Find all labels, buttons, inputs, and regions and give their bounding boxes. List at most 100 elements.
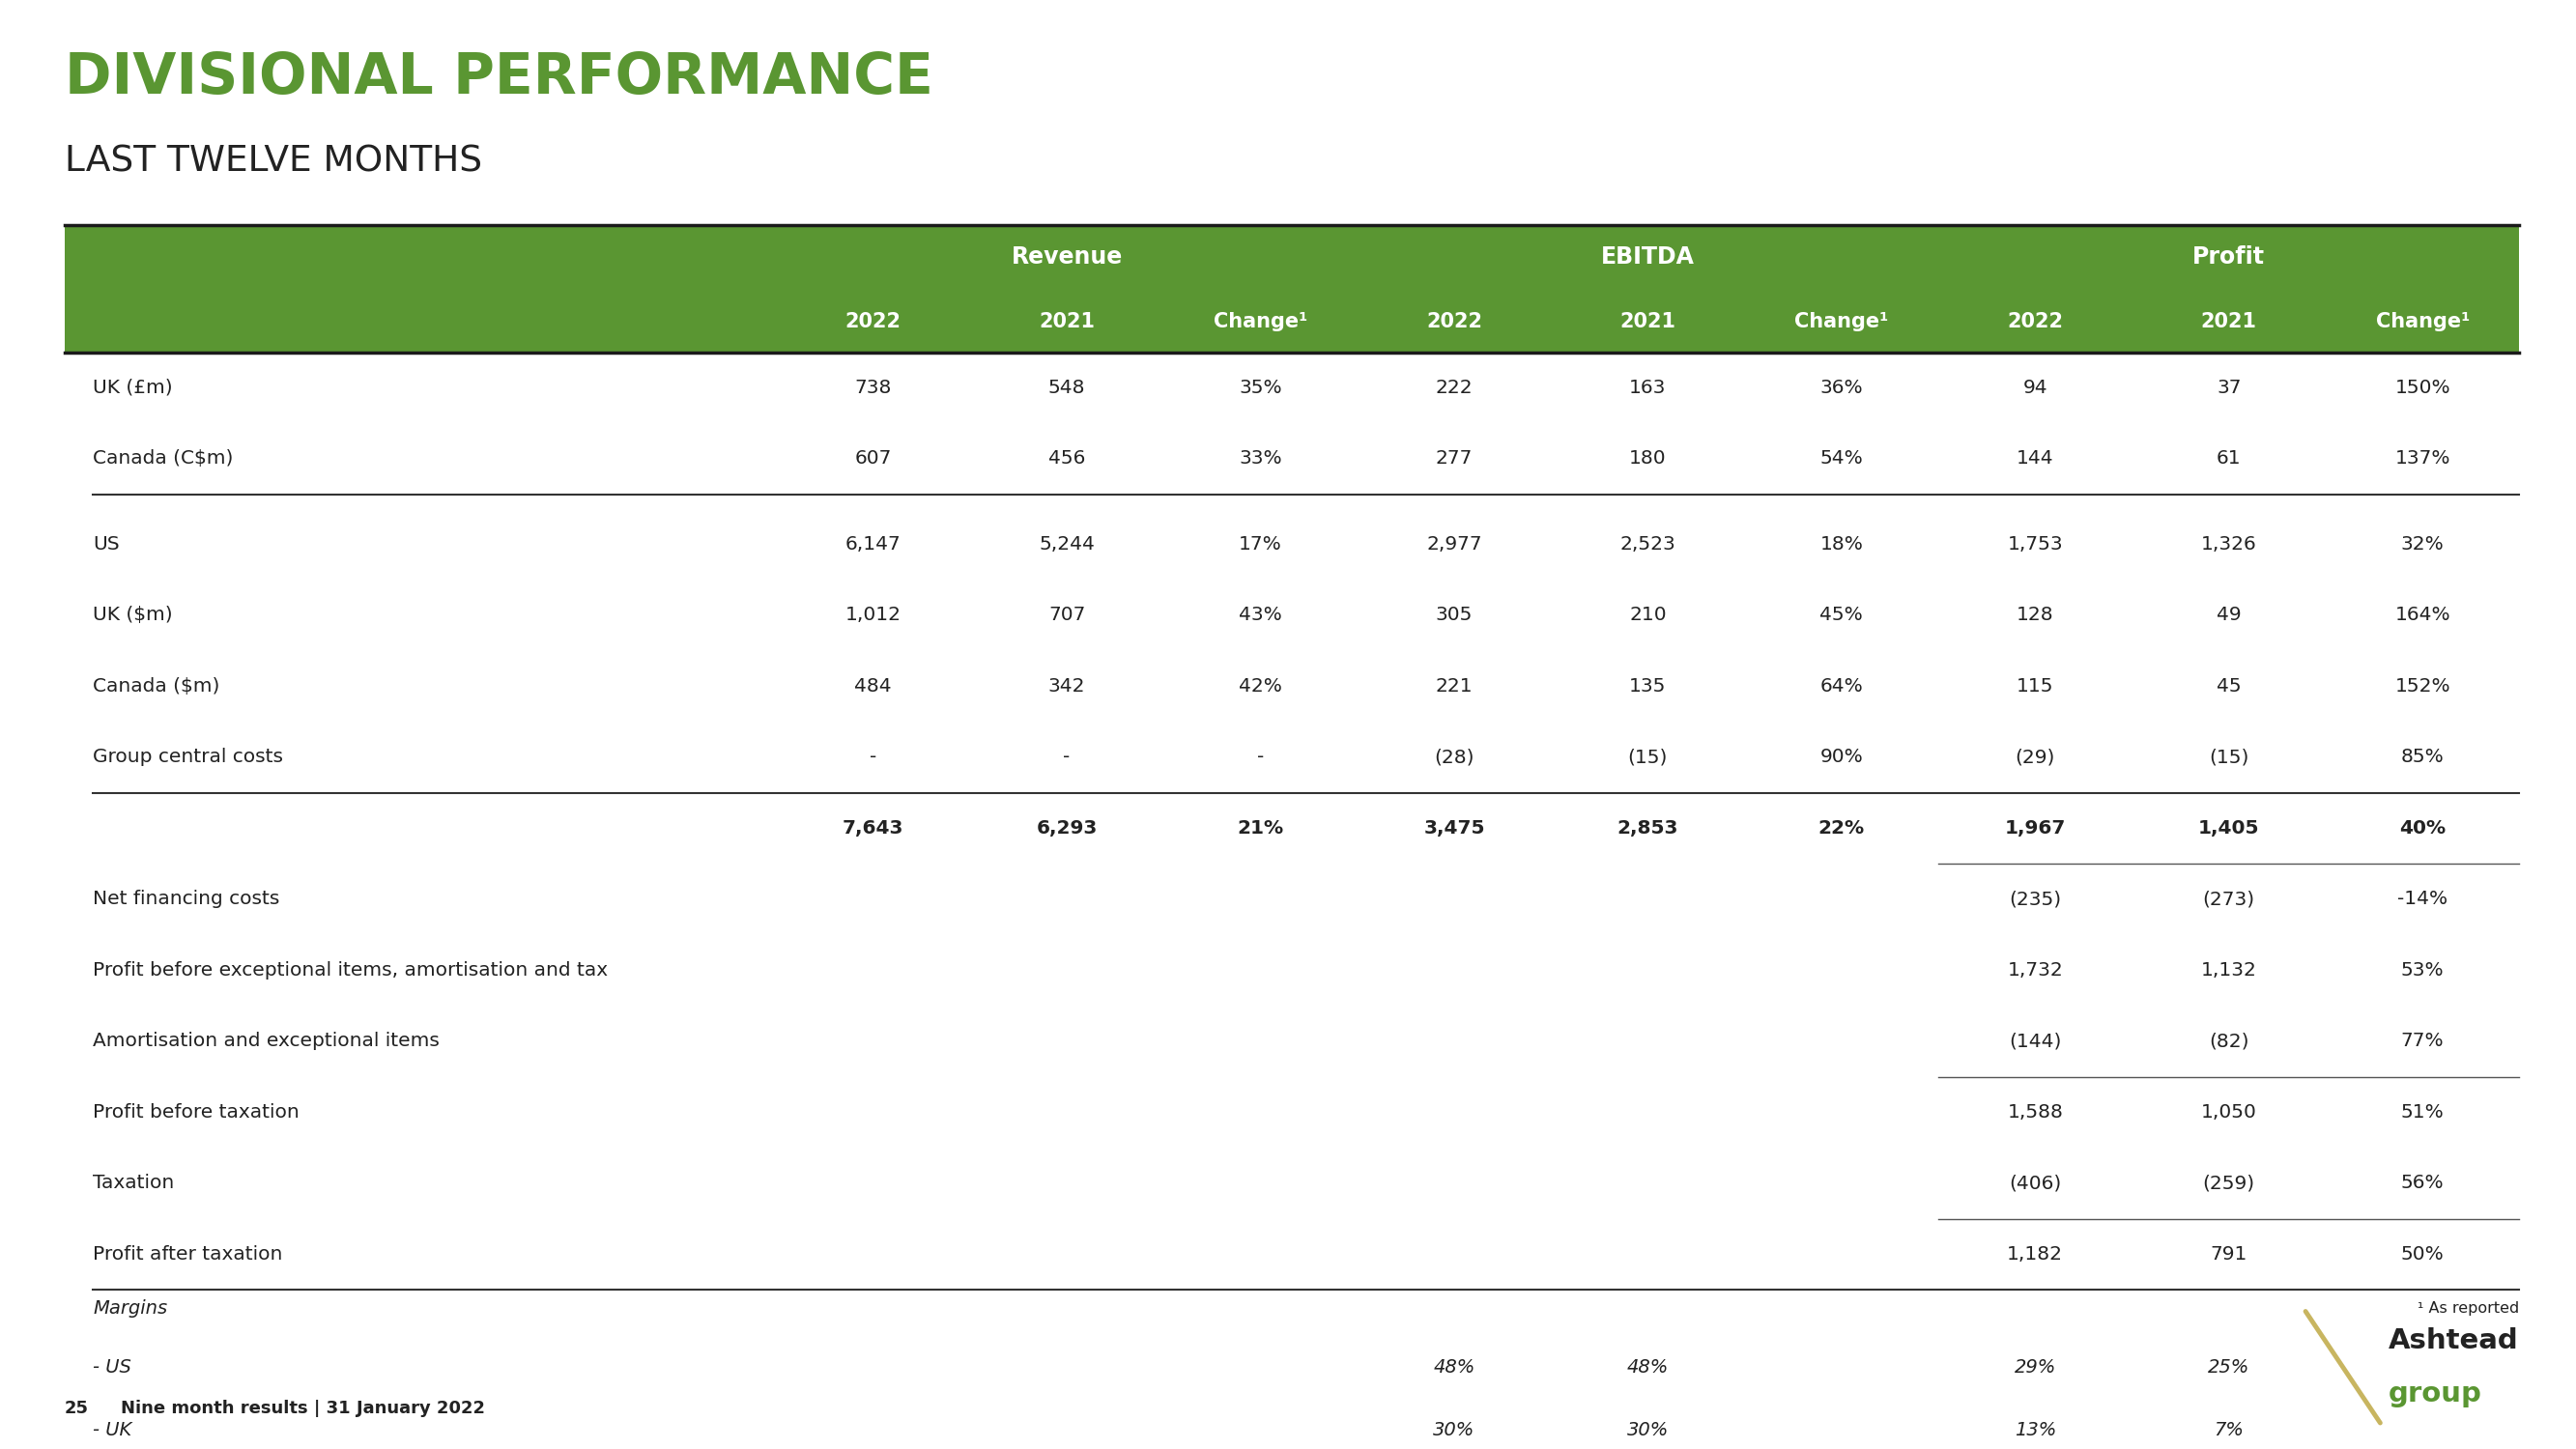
- Text: 2,853: 2,853: [1618, 819, 1680, 838]
- Text: (273): (273): [2202, 890, 2254, 909]
- Text: 50%: 50%: [2401, 1245, 2445, 1264]
- Text: 40%: 40%: [2398, 819, 2445, 838]
- Text: 2021: 2021: [1620, 312, 1677, 332]
- Text: 7,643: 7,643: [842, 819, 904, 838]
- Text: 17%: 17%: [1239, 535, 1283, 554]
- Text: 1,050: 1,050: [2200, 1103, 2257, 1122]
- Text: 7%: 7%: [2213, 1420, 2244, 1439]
- Text: 607: 607: [855, 449, 891, 468]
- Text: 144: 144: [2017, 449, 2053, 468]
- Text: (28): (28): [1435, 748, 1473, 767]
- Text: 277: 277: [1435, 449, 1473, 468]
- Text: US: US: [93, 535, 118, 554]
- Bar: [64, 291, 2519, 352]
- Text: 221: 221: [1435, 677, 1473, 696]
- Text: Change¹: Change¹: [1213, 312, 1309, 332]
- Text: 1,326: 1,326: [2200, 535, 2257, 554]
- Text: 1,405: 1,405: [2197, 819, 2259, 838]
- Text: 2,977: 2,977: [1427, 535, 1481, 554]
- Text: 22%: 22%: [1819, 819, 1865, 838]
- Text: 3,475: 3,475: [1425, 819, 1484, 838]
- Text: 137%: 137%: [2396, 449, 2450, 468]
- Text: 180: 180: [1628, 449, 1667, 468]
- Text: 2022: 2022: [1427, 312, 1481, 332]
- Text: 85%: 85%: [2401, 748, 2445, 767]
- Text: 6,147: 6,147: [845, 535, 902, 554]
- Text: (235): (235): [2009, 890, 2061, 909]
- Text: 49: 49: [2215, 606, 2241, 625]
- Text: 18%: 18%: [1819, 535, 1862, 554]
- Text: -: -: [871, 748, 876, 767]
- Text: Nine month results | 31 January 2022: Nine month results | 31 January 2022: [121, 1400, 484, 1417]
- Text: 791: 791: [2210, 1245, 2246, 1264]
- Text: 707: 707: [1048, 606, 1084, 625]
- Text: 61: 61: [2215, 449, 2241, 468]
- Text: 37: 37: [2215, 378, 2241, 397]
- Text: 56%: 56%: [2401, 1174, 2445, 1193]
- Text: EBITDA: EBITDA: [1602, 245, 1695, 268]
- Text: 305: 305: [1435, 606, 1473, 625]
- Text: 45%: 45%: [1819, 606, 1862, 625]
- Text: 5,244: 5,244: [1038, 535, 1095, 554]
- Text: 150%: 150%: [2396, 378, 2450, 397]
- Text: 45: 45: [2215, 677, 2241, 696]
- Text: group: group: [2388, 1381, 2481, 1407]
- Text: UK ($m): UK ($m): [93, 606, 173, 625]
- Text: 484: 484: [855, 677, 891, 696]
- Text: 1,182: 1,182: [2007, 1245, 2063, 1264]
- Text: 54%: 54%: [1819, 449, 1862, 468]
- Bar: [64, 225, 2519, 291]
- Text: 30%: 30%: [1628, 1420, 1669, 1439]
- Text: 25: 25: [64, 1400, 88, 1417]
- Text: 738: 738: [855, 378, 891, 397]
- Text: 53%: 53%: [2401, 961, 2445, 980]
- Text: 51%: 51%: [2401, 1103, 2445, 1122]
- Text: LAST TWELVE MONTHS: LAST TWELVE MONTHS: [64, 145, 482, 180]
- Text: 2022: 2022: [845, 312, 902, 332]
- Text: Profit after taxation: Profit after taxation: [93, 1245, 283, 1264]
- Text: 2,523: 2,523: [1620, 535, 1677, 554]
- Text: 135: 135: [1628, 677, 1667, 696]
- Text: (15): (15): [1628, 748, 1667, 767]
- Text: 1,588: 1,588: [2007, 1103, 2063, 1122]
- Text: (15): (15): [2208, 748, 2249, 767]
- Text: Taxation: Taxation: [93, 1174, 175, 1193]
- Text: 128: 128: [2017, 606, 2053, 625]
- Text: 2021: 2021: [2200, 312, 2257, 332]
- Text: 115: 115: [2017, 677, 2053, 696]
- Text: 29%: 29%: [2014, 1358, 2056, 1377]
- Text: 43%: 43%: [1239, 606, 1283, 625]
- Text: Ashtead: Ashtead: [2388, 1327, 2519, 1353]
- Text: (144): (144): [2009, 1032, 2061, 1051]
- Text: 2021: 2021: [1038, 312, 1095, 332]
- Text: - UK: - UK: [93, 1420, 131, 1439]
- Text: 13%: 13%: [2014, 1420, 2056, 1439]
- Text: -: -: [1257, 748, 1265, 767]
- Text: 1,132: 1,132: [2200, 961, 2257, 980]
- Text: 6,293: 6,293: [1036, 819, 1097, 838]
- Text: -14%: -14%: [2398, 890, 2447, 909]
- Text: Amortisation and exceptional items: Amortisation and exceptional items: [93, 1032, 440, 1051]
- Text: Canada (C$m): Canada (C$m): [93, 449, 234, 468]
- Text: 48%: 48%: [1432, 1358, 1476, 1377]
- Text: 222: 222: [1435, 378, 1473, 397]
- Text: 36%: 36%: [1819, 378, 1862, 397]
- Text: 48%: 48%: [1628, 1358, 1669, 1377]
- Text: -: -: [1064, 748, 1072, 767]
- Text: 42%: 42%: [1239, 677, 1283, 696]
- Text: ¹ As reported: ¹ As reported: [2419, 1301, 2519, 1316]
- Text: Margins: Margins: [93, 1300, 167, 1317]
- Text: 33%: 33%: [1239, 449, 1283, 468]
- Text: Profit before exceptional items, amortisation and tax: Profit before exceptional items, amortis…: [93, 961, 608, 980]
- Text: Canada ($m): Canada ($m): [93, 677, 219, 696]
- Text: 1,012: 1,012: [845, 606, 902, 625]
- Text: 1,753: 1,753: [2007, 535, 2063, 554]
- Text: 77%: 77%: [2401, 1032, 2445, 1051]
- Text: (406): (406): [2009, 1174, 2061, 1193]
- Text: Change¹: Change¹: [2375, 312, 2470, 332]
- Text: 152%: 152%: [2396, 677, 2450, 696]
- Text: 342: 342: [1048, 677, 1084, 696]
- Text: 90%: 90%: [1819, 748, 1862, 767]
- Text: Profit before taxation: Profit before taxation: [93, 1103, 299, 1122]
- Text: Profit: Profit: [2192, 245, 2264, 268]
